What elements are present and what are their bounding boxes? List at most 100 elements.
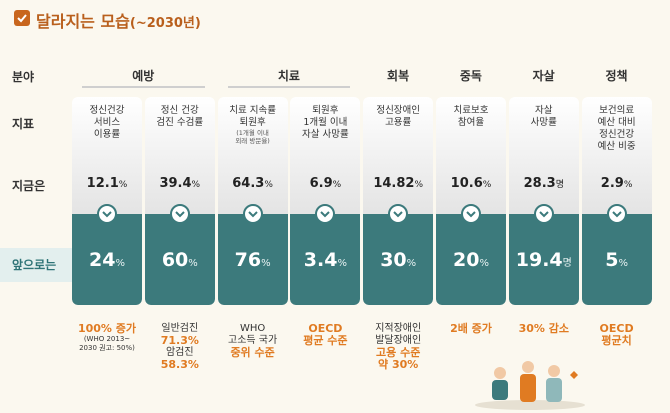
notes: 100% 증가 (WHO 2013~ 2030 권고: 50%) xyxy=(68,323,146,353)
indicator: 정신장애인 고용률 xyxy=(363,105,433,129)
note: (WHO 2013~ xyxy=(83,335,131,343)
chevron xyxy=(533,204,554,224)
future: 24% xyxy=(72,249,142,271)
indicator-line: 서비스 xyxy=(93,117,121,128)
current-value: 2.9 xyxy=(600,176,624,191)
title-wrap: 달라지는 모습(~2030년) xyxy=(36,8,201,32)
row-label: 앞으로는 xyxy=(12,258,57,272)
future-value: 20 xyxy=(453,249,480,271)
indicator-line: 사망률 xyxy=(530,117,557,128)
future-unit: % xyxy=(618,258,628,269)
chevron-icon xyxy=(539,211,549,218)
current: 39.4% xyxy=(145,176,215,191)
future-unit: % xyxy=(406,258,417,269)
current-unit: % xyxy=(414,180,424,190)
future-value: 5 xyxy=(605,249,619,271)
chevron-icon xyxy=(102,211,112,218)
current-value: 10.6 xyxy=(450,176,483,191)
current-unit: % xyxy=(191,180,201,190)
indicator: 정신건강 서비스 이용률 xyxy=(72,105,142,141)
card: 보건의료 예산 대비 정신건강 예산 비중 2.9% 5% xyxy=(581,97,652,305)
group-rule xyxy=(82,86,205,88)
chevron-icon xyxy=(611,211,622,218)
indicator-line: 예산 비중 xyxy=(597,141,636,152)
note: 평균치 xyxy=(601,334,632,347)
title-sub: (~2030년) xyxy=(129,16,201,31)
future-value: 76 xyxy=(234,249,262,271)
current-value: 12.1 xyxy=(86,176,119,191)
future-value: 19.4 xyxy=(515,249,563,271)
group-label: 예방 xyxy=(132,69,155,83)
indicator-line: 1개월 이내 xyxy=(303,117,348,128)
card: 정신건강 서비스 이용률 12.1% 24% xyxy=(72,97,142,305)
notes: 2배 증가 xyxy=(432,323,510,335)
future: 5% xyxy=(582,249,652,271)
notes: 일반검진 71.3% 암검진 58.3% xyxy=(141,323,219,371)
title: 달라지는 모습 xyxy=(36,12,130,31)
indicator-line: 퇴원후 xyxy=(239,117,266,128)
chevron-icon xyxy=(320,211,331,218)
notes: WHO 고소득 국가 중위 수준 xyxy=(214,323,292,359)
row-band xyxy=(0,248,72,282)
indicator-line: 자살 사망률 xyxy=(302,129,349,140)
group-label: 중독 xyxy=(459,69,482,83)
chevron-icon xyxy=(175,211,185,218)
note: 발달장애인 xyxy=(375,335,422,346)
indicator: 치료 지속률 퇴원후 (1개월 이내 외래 방문율) xyxy=(218,105,288,145)
group-label: 회복 xyxy=(387,69,410,83)
chevron xyxy=(97,204,117,224)
current-value: 39.4 xyxy=(159,176,192,191)
row-label: 지금은 xyxy=(12,179,46,193)
chevron xyxy=(242,204,263,224)
notes: OECD 평균 수준 xyxy=(286,323,364,347)
card-bottom xyxy=(508,214,579,305)
chevron-icon xyxy=(466,211,476,218)
note: 암검진 xyxy=(165,347,194,358)
group-label: 치료 xyxy=(277,69,300,83)
indicator-line: 퇴원후 xyxy=(312,105,339,116)
notes: 30% 감소 xyxy=(505,323,583,335)
current: 64.3% xyxy=(218,176,288,191)
card: 퇴원후 1개월 이내 자살 사망률 6.9% 3.4% xyxy=(290,97,361,305)
future-value: 24 xyxy=(89,249,116,271)
indicator-line: 참여율 xyxy=(457,117,485,128)
indicator: 보건의료 예산 대비 정신건강 예산 비중 xyxy=(582,105,652,153)
indicator: 치료보호 참여율 xyxy=(436,105,506,129)
indicator-line: 고용률 xyxy=(385,117,412,128)
group-rule xyxy=(227,86,351,88)
future: 3.4% xyxy=(290,249,360,271)
future-value: 3.4 xyxy=(303,249,338,271)
indicator-line: 정신장애인 xyxy=(376,105,421,116)
current-value: 6.9 xyxy=(309,176,333,191)
card: 정신장애인 고용률 14.82% 30% xyxy=(363,97,434,305)
note: 2030 권고: 50%) xyxy=(79,344,135,352)
note: 지적장애인 xyxy=(375,323,422,334)
current: 28.3명 xyxy=(509,176,579,191)
indicator: 정신 건강 검진 수검률 xyxy=(145,105,215,129)
future-value: 60 xyxy=(161,249,189,271)
future-unit: % xyxy=(188,258,198,269)
current-unit: % xyxy=(482,180,492,190)
future: 19.4명 xyxy=(509,249,579,271)
indicator-line: 이용률 xyxy=(93,129,121,140)
current: 12.1% xyxy=(72,176,142,191)
note: 일반검진 xyxy=(161,323,199,334)
card-bottom xyxy=(217,214,288,305)
chevron-icon xyxy=(247,211,258,218)
indicator: 자살 사망률 xyxy=(509,105,579,129)
current: 6.9% xyxy=(290,176,360,191)
note: 평균 수준 xyxy=(303,334,348,347)
chevron xyxy=(315,204,336,224)
note: 고소득 국가 xyxy=(228,335,278,346)
card-bottom xyxy=(581,214,652,305)
current-unit: % xyxy=(332,180,342,190)
note: 30% 감소 xyxy=(518,322,569,335)
card: 정신 건강 검진 수검률 39.4% 60% xyxy=(144,97,215,305)
indicator-note: 외래 방문율) xyxy=(235,137,270,145)
indicator-line: 정신건강 xyxy=(89,105,125,116)
indicator-line: 치료보호 xyxy=(453,105,489,116)
indicator-line: 정신건강 xyxy=(599,129,635,140)
chevron-icon xyxy=(393,211,403,218)
note: 71.3% xyxy=(160,334,199,347)
